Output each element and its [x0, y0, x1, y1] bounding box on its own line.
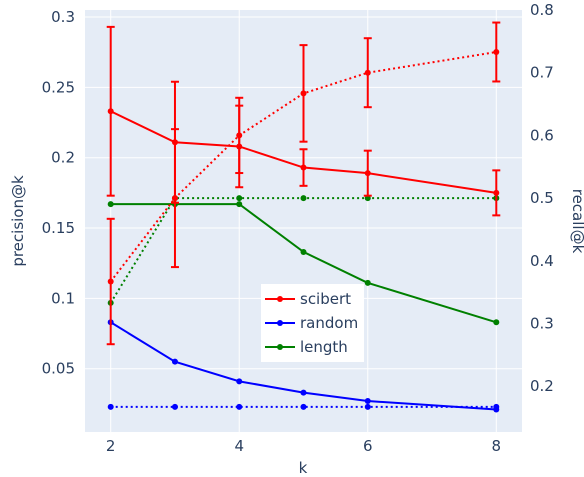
- y-left-tick-label: 0.1: [51, 289, 75, 307]
- recall-random-point: [171, 403, 178, 410]
- precision-scibert-point: [493, 189, 500, 196]
- precision-random-line: [110, 321, 497, 411]
- precision-scibert-line: [110, 110, 497, 194]
- y-left-tick-label: 0.2: [51, 149, 75, 167]
- legend-marker-scibert: [277, 296, 283, 302]
- y-right-tick-label: 0.5: [530, 189, 554, 207]
- legend-item-random[interactable]: random: [265, 314, 358, 332]
- recall-random-point: [300, 403, 307, 410]
- legend-item-scibert[interactable]: scibert: [265, 290, 351, 308]
- y-right-tick-label: 0.4: [530, 252, 554, 270]
- precision-length-point: [493, 319, 500, 326]
- x-tick-label: 8: [492, 437, 502, 455]
- precision-scibert-point: [107, 108, 114, 115]
- precision-random-point: [493, 406, 500, 413]
- recall-scibert-point: [300, 90, 307, 97]
- recall-scibert-point: [107, 278, 114, 285]
- legend-marker-length: [277, 344, 283, 350]
- legend-item-length[interactable]: length: [265, 338, 348, 356]
- y-right-tick-label: 0.8: [530, 1, 554, 19]
- recall-length-point: [236, 195, 243, 202]
- precision-length-point: [300, 248, 307, 255]
- y-left-tick-label: 0.05: [42, 360, 75, 378]
- legend-label-scibert: scibert: [300, 290, 351, 308]
- y-right-tick-label: 0.7: [530, 64, 554, 82]
- x-tick-label: 4: [234, 437, 244, 455]
- legend-marker-random: [277, 320, 283, 326]
- recall-scibert-point: [493, 49, 500, 56]
- y-left-tick-label: 0.25: [42, 78, 75, 96]
- x-axis-title: k: [299, 459, 308, 477]
- recall-random-point: [107, 403, 114, 410]
- precision-scibert-point: [364, 170, 371, 177]
- precision-random-point: [300, 389, 307, 396]
- legend[interactable]: scibert random length: [261, 284, 364, 362]
- y-axis-left-title: precision@k: [9, 175, 27, 267]
- y-left-tick-label: 0.3: [51, 8, 75, 26]
- precision-length-point: [107, 201, 114, 208]
- y-right-tick-label: 0.3: [530, 315, 554, 333]
- legend-label-length: length: [300, 338, 348, 356]
- y-right-tick-label: 0.2: [530, 377, 554, 395]
- tick-labels: 2 4 6 8 0.05 0.1 0.15 0.2 0.25 0.3 0.2 0.3 0.4 0.5 0.6…: [42, 1, 554, 455]
- recall-scibert-line: [109, 51, 497, 283]
- precision-random-point: [236, 378, 243, 385]
- legend-label-random: random: [300, 314, 358, 332]
- precision-random-point: [364, 398, 371, 405]
- precision-scibert-point: [300, 164, 307, 171]
- x-tick-label: 6: [363, 437, 373, 455]
- series-layer: [106, 21, 501, 413]
- precision-scibert-point: [236, 143, 243, 150]
- recall-length-point: [300, 195, 307, 202]
- x-tick-label: 2: [106, 437, 116, 455]
- recall-scibert-point: [364, 69, 371, 76]
- precision-length-line: [110, 203, 497, 324]
- precision-scibert-point: [171, 139, 178, 146]
- precision-length-point: [364, 279, 371, 286]
- recall-random-point: [236, 403, 243, 410]
- precision-random-point: [171, 358, 178, 365]
- y-left-tick-label: 0.15: [42, 219, 75, 237]
- precision-length-point: [236, 201, 243, 208]
- y-right-tick-label: 0.6: [530, 126, 554, 144]
- y-axis-right-title: recall@k: [569, 189, 584, 254]
- recall-random-point: [364, 403, 371, 410]
